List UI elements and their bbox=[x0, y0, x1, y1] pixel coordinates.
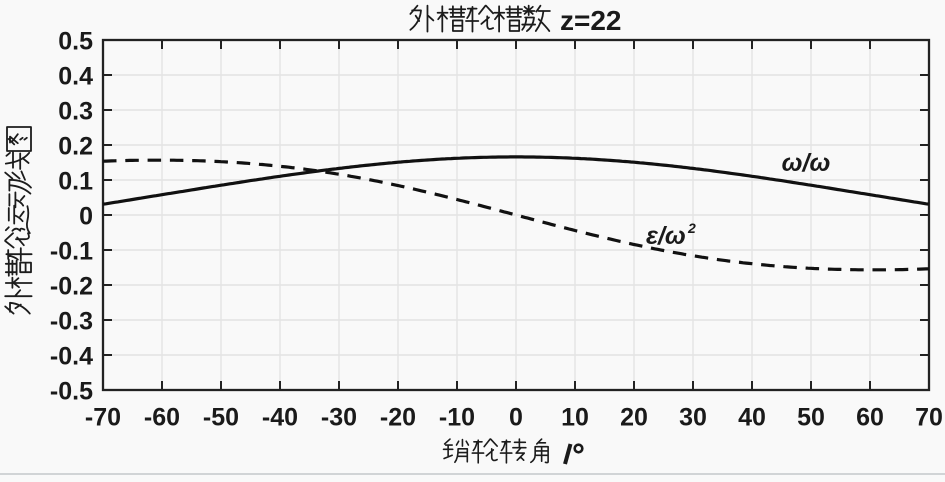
svg-text:-10: -10 bbox=[439, 404, 475, 432]
svg-text:ε/ω: ε/ω bbox=[646, 222, 686, 250]
svg-text:-0.2: -0.2 bbox=[50, 273, 93, 301]
svg-text:0: 0 bbox=[79, 203, 93, 231]
svg-text:-40: -40 bbox=[262, 404, 298, 432]
svg-text:2: 2 bbox=[687, 220, 696, 236]
svg-text:0.1: 0.1 bbox=[58, 168, 93, 196]
svg-text:-30: -30 bbox=[321, 404, 357, 432]
svg-text:z=22: z=22 bbox=[560, 5, 622, 36]
svg-text:20: 20 bbox=[620, 404, 648, 432]
svg-text:-50: -50 bbox=[203, 404, 239, 432]
svg-text:60: 60 bbox=[856, 404, 884, 432]
svg-text:40: 40 bbox=[738, 404, 766, 432]
svg-text:30: 30 bbox=[679, 404, 707, 432]
svg-text:10: 10 bbox=[561, 404, 589, 432]
svg-text:0.3: 0.3 bbox=[58, 98, 93, 126]
svg-text:-20: -20 bbox=[380, 404, 416, 432]
svg-text:0.2: 0.2 bbox=[58, 133, 93, 161]
svg-text:ω/ω: ω/ω bbox=[782, 149, 831, 177]
svg-text:-60: -60 bbox=[144, 404, 180, 432]
svg-text:50: 50 bbox=[797, 404, 825, 432]
svg-text:-0.4: -0.4 bbox=[50, 343, 93, 371]
svg-text:0.4: 0.4 bbox=[58, 63, 93, 91]
svg-text:-0.1: -0.1 bbox=[50, 238, 93, 266]
svg-text:-0.3: -0.3 bbox=[50, 308, 93, 336]
svg-text:-70: -70 bbox=[85, 404, 121, 432]
svg-text:-0.5: -0.5 bbox=[50, 378, 93, 406]
svg-text:70: 70 bbox=[915, 404, 943, 432]
svg-text:0: 0 bbox=[509, 404, 523, 432]
svg-text:0.5: 0.5 bbox=[58, 28, 93, 56]
